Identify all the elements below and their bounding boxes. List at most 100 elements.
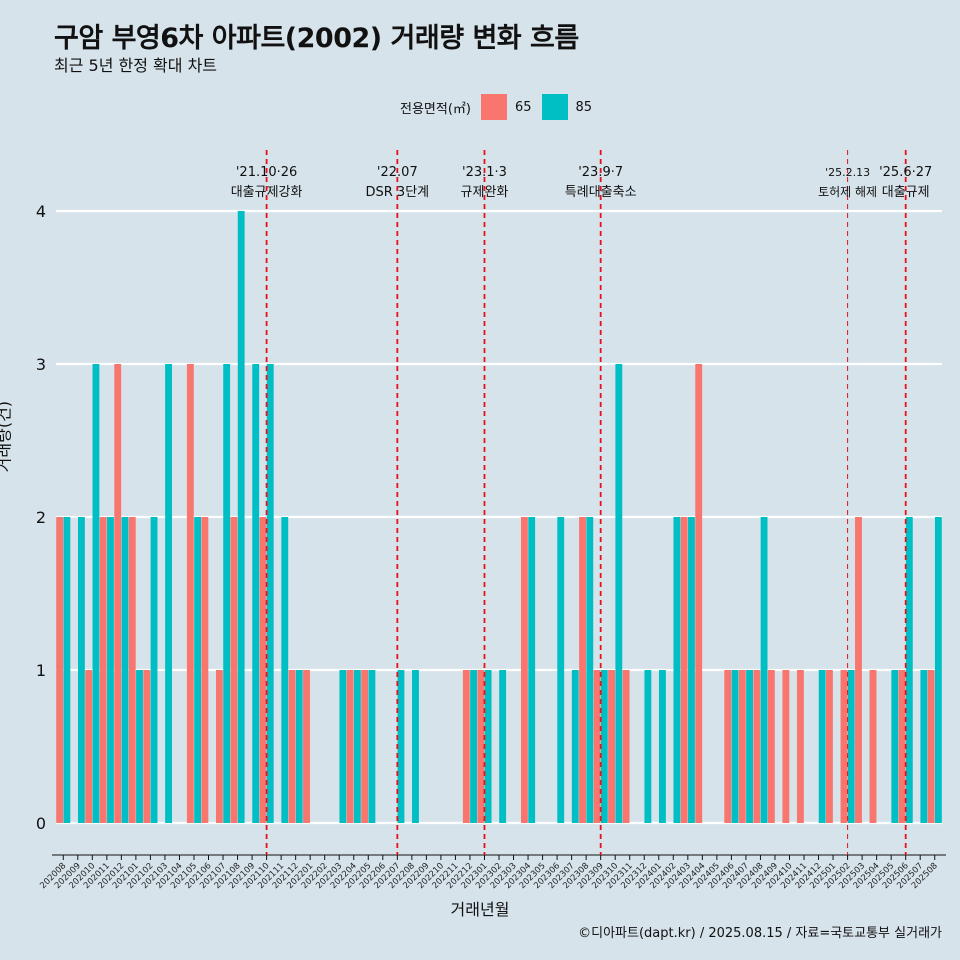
bar-85-202502: [847, 670, 855, 823]
bar-65-202301: [477, 670, 485, 823]
bar-65-202403: [680, 517, 688, 823]
bar-65-202101: [128, 517, 136, 823]
bar-65-202107: [215, 670, 223, 823]
bar-65-202205: [361, 670, 369, 823]
bar-85-202402: [673, 517, 681, 823]
bar-65-202504: [869, 670, 877, 823]
y-tick-label: 0: [36, 814, 46, 833]
bar-65-202409: [767, 670, 775, 823]
bar-85-202401: [658, 670, 666, 823]
bar-65-202304: [520, 517, 528, 823]
legend-title: 전용면적(㎡): [400, 101, 471, 117]
bar-85-202204: [353, 670, 361, 823]
bar-65-202201: [303, 670, 310, 823]
bar-85-202103: [165, 364, 172, 823]
event-name-label: DSR 3단계: [366, 185, 430, 200]
chart-subtitle: 최근 5년 한정 확대 차트: [54, 56, 218, 75]
event-date-label: '21.10·26: [236, 165, 297, 180]
event-date-label: '25.2.13: [825, 166, 870, 179]
bar-65-202212: [462, 670, 470, 823]
bar-85-202507: [920, 670, 928, 823]
bar-65-202404: [695, 364, 703, 823]
bar-65-202204: [346, 670, 354, 823]
bar-85-202312: [644, 670, 652, 823]
bar-85-202301: [484, 670, 492, 823]
bar-85-202108: [237, 211, 245, 823]
bar-85-202212: [470, 670, 478, 823]
legend: 전용면적(㎡) 65 85: [400, 94, 592, 120]
bar-65-202310: [608, 670, 615, 823]
bar-65-202508: [927, 670, 935, 823]
bar-85-202110: [266, 364, 274, 823]
event-date-label: '25.6·27: [879, 165, 932, 180]
bar-65-202503: [855, 517, 862, 823]
event-date-label: '23.9·7: [578, 165, 623, 180]
bar-85-202408: [760, 517, 768, 823]
x-axis-label: 거래년월: [450, 900, 510, 919]
bar-65-202506: [898, 670, 906, 823]
bar-85-202310: [615, 364, 623, 823]
bar-65-202012: [114, 364, 122, 823]
bar-85-202012: [121, 517, 129, 823]
bar-85-202207: [397, 670, 405, 823]
event-date-label: '23.1·3: [462, 165, 507, 180]
bar-85-202203: [339, 670, 347, 823]
bar-85-202105: [194, 517, 202, 823]
bar-85-202309: [600, 670, 608, 823]
bar-85-202407: [746, 670, 753, 823]
bar-65-202110: [259, 517, 267, 823]
bar-85-202302: [499, 670, 507, 823]
bar-85-202102: [150, 517, 158, 823]
bar-85-202009: [77, 517, 85, 823]
event-name-label: 특례대출축소: [565, 185, 637, 200]
bar-65-202010: [85, 670, 93, 823]
bar-85-202308: [586, 517, 594, 823]
bar-85-202010: [92, 364, 100, 823]
legend-label-85: 85: [575, 99, 593, 115]
bar-65-202311: [622, 670, 630, 823]
bar-85-202307: [571, 670, 579, 823]
bar-65-202108: [230, 517, 238, 823]
bar-65-202011: [99, 517, 107, 823]
bar-85-202406: [731, 670, 739, 823]
event-date-label: '22.07: [377, 165, 418, 180]
event-name-label: 대출규제: [882, 185, 930, 200]
legend-label-65: 65: [514, 99, 532, 115]
y-tick-label: 4: [36, 202, 46, 221]
bar-85-202506: [905, 517, 913, 823]
bar-65-202309: [593, 670, 601, 823]
bar-65-202008: [56, 517, 64, 823]
bar-85-202107: [223, 364, 231, 823]
bar-85-202109: [252, 364, 260, 823]
bar-85-202112: [295, 670, 303, 823]
bar-65-202105: [186, 364, 194, 823]
y-axis-label: 거래량(건): [0, 400, 14, 473]
bar-65-202407: [738, 670, 746, 823]
bar-85-202508: [934, 517, 942, 823]
bar-85-202011: [107, 517, 114, 823]
y-tick-label: 1: [36, 661, 46, 680]
event-name-label: 규제완화: [461, 185, 509, 200]
bar-65-202106: [201, 517, 209, 823]
y-tick-label: 3: [36, 355, 46, 374]
bar-85-202205: [368, 670, 376, 823]
bar-65-202501: [826, 670, 833, 823]
event-name-label: 토허제 해제: [818, 185, 877, 199]
legend-swatch-65: [480, 94, 507, 120]
bar-85-202101: [136, 670, 143, 823]
source-caption: ©디아파트(dapt.kr) / 2025.08.15 / 자료=국토교통부 실…: [578, 926, 942, 941]
bar-85-202306: [557, 517, 565, 823]
bar-65-202102: [143, 670, 151, 823]
bar-65-202411: [796, 670, 804, 823]
bar-65-202112: [288, 670, 296, 823]
bar-85-202505: [891, 670, 899, 823]
bar-65-202410: [782, 670, 790, 823]
bar-85-202412: [818, 670, 826, 823]
bar-65-202406: [724, 670, 732, 823]
chart-title: 구암 부영6차 아파트(2002) 거래량 변화 흐름: [54, 23, 579, 54]
bar-65-202308: [579, 517, 586, 823]
bar-65-202408: [753, 670, 761, 823]
bar-85-202403: [688, 517, 695, 823]
event-name-label: 대출규제강화: [231, 185, 303, 200]
